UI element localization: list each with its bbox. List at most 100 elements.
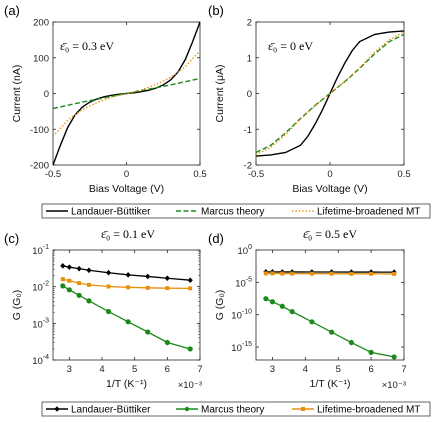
data-point: [279, 303, 285, 309]
data-point: [125, 319, 131, 325]
data-point: [309, 319, 315, 325]
data-point: [280, 271, 285, 276]
x-multiplier: ×10⁻³: [178, 380, 202, 391]
data-point: [164, 339, 170, 346]
legend-box: [41, 401, 431, 417]
series-line-marcus-theory: [53, 77, 200, 110]
x-tick-label: -0.5: [248, 169, 264, 180]
y-tick-exponent: 0: [248, 244, 252, 251]
y-tick-label: 1: [247, 53, 252, 64]
x-tick-label: 4: [303, 364, 308, 375]
data-point: [105, 269, 112, 276]
legend-entry-label: Lifetime-broadened MT: [317, 207, 420, 218]
data-point: [145, 285, 150, 290]
y-tick-label: 0: [44, 89, 49, 100]
series-line-landauer-b-ttiker: [62, 265, 191, 281]
data-point: [77, 281, 82, 286]
x-axis-label: Bias Voltage (V): [89, 183, 164, 195]
panel-letter: (d): [208, 231, 224, 246]
y-tick-label: 200: [33, 18, 49, 29]
y-tick-label: 10-5: [235, 276, 252, 289]
y-tick-exponent: -1: [43, 244, 49, 251]
legend-marker: [301, 407, 305, 411]
x-tick-label: 3: [67, 364, 72, 375]
x-axis-label: 1/T (K⁻¹): [310, 378, 351, 390]
panel-c: 3 4 5 6 710-410-310-210-11/T (K⁻¹)G (G₀)×10⁻…: [4, 227, 203, 391]
y-tick-label: 10-4: [32, 354, 49, 367]
legend-entry-label: Landauer-Büttiker: [71, 207, 151, 218]
y-tick-label: 10-2: [32, 281, 49, 294]
x-axis-label: Bias Voltage (V): [292, 183, 367, 195]
data-point: [86, 267, 92, 274]
y-tick-exponent: -15: [242, 341, 252, 348]
data-point: [289, 309, 295, 315]
y-tick-label: 10-1: [32, 244, 49, 257]
y-tick-base: 10: [238, 246, 249, 257]
y-tick-base: 10: [231, 311, 242, 322]
y-tick-exponent: -3: [43, 317, 49, 324]
data-point: [60, 263, 66, 269]
data-point: [145, 329, 151, 335]
x-multiplier: ×10⁻³: [382, 380, 406, 391]
series-line-marcus-theory: [62, 285, 191, 350]
data-point: [67, 278, 72, 283]
data-point: [187, 277, 193, 284]
data-point: [66, 264, 72, 270]
legend-entry-label: Landauer-Büttiker: [71, 405, 151, 416]
data-point: [188, 286, 193, 291]
y-tick-base: 10: [32, 283, 43, 294]
data-point: [66, 287, 72, 293]
x-tick-label: 0.5: [193, 169, 206, 180]
data-point: [349, 271, 354, 276]
y-tick-label: -100: [30, 125, 49, 136]
data-point: [105, 308, 112, 315]
legend-marker: [54, 406, 60, 412]
legend-entry-label: Lifetime-broadened MT: [317, 405, 420, 416]
data-point: [369, 271, 374, 276]
y-tick-exponent: -10: [242, 309, 252, 316]
data-point: [86, 282, 91, 287]
data-point: [125, 272, 131, 278]
panel-title: ε̄₀ = 0.1 eV: [101, 227, 155, 241]
panel-letter: (b): [208, 3, 224, 18]
x-tick-label: 3: [270, 364, 275, 375]
data-point: [76, 265, 82, 272]
x-tick-label: 4: [99, 364, 104, 375]
data-point: [392, 271, 397, 276]
legend-box: [41, 203, 431, 219]
panel-a: -0.5 0 0.5 -200 -100 0 100 200 Bias Voltage (V) C…: [4, 3, 207, 195]
x-tick-label: 6: [368, 364, 373, 375]
y-tick-label: 100: [238, 244, 253, 257]
series-line-marcus-theory: [256, 33, 404, 154]
data-point: [309, 271, 314, 276]
data-point: [263, 296, 269, 302]
y-tick-base: 10: [231, 343, 242, 354]
series-line-lifetime-broadened-mt: [53, 50, 200, 137]
y-tick-base: 10: [32, 319, 43, 330]
y-tick-base: 10: [32, 246, 43, 257]
panel-letter: (a): [4, 3, 20, 18]
y-tick-exponent: -4: [43, 354, 49, 361]
series-line-landauer-b-ttiker: [256, 30, 404, 157]
x-tick-label: 0.5: [397, 169, 410, 180]
panel-letter: (c): [4, 231, 19, 246]
legend-1: Landauer-Büttiker Marcus theory Lifetime-b…: [41, 203, 431, 219]
y-tick-base: 10: [235, 278, 246, 289]
y-tick-label: 100: [33, 53, 49, 64]
data-point: [391, 354, 397, 360]
y-axis-label: Current (μA): [214, 65, 226, 123]
data-point: [76, 292, 82, 298]
y-tick-label: 10-10: [231, 309, 252, 322]
data-point: [270, 271, 275, 276]
y-tick-exponent: -5: [246, 276, 252, 283]
data-point: [348, 339, 354, 346]
data-point: [269, 299, 276, 305]
data-point: [187, 346, 193, 352]
x-tick-label: 6: [165, 364, 170, 375]
legend-entry-label: Marcus theory: [201, 405, 264, 416]
data-point: [368, 349, 374, 355]
legend-marker: [184, 406, 190, 412]
y-tick-exponent: -2: [43, 281, 49, 288]
